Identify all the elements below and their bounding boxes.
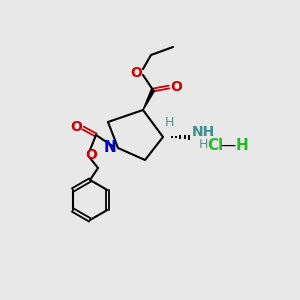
- Text: Cl: Cl: [207, 137, 223, 152]
- Text: NH: NH: [192, 125, 215, 139]
- Polygon shape: [143, 89, 154, 110]
- Text: H: H: [236, 137, 248, 152]
- Text: O: O: [170, 80, 182, 94]
- Text: O: O: [85, 148, 97, 162]
- Text: H: H: [198, 137, 208, 151]
- Text: O: O: [70, 120, 82, 134]
- Text: H: H: [164, 116, 174, 130]
- Text: N: N: [103, 140, 116, 155]
- Text: O: O: [130, 66, 142, 80]
- Text: —: —: [220, 137, 236, 152]
